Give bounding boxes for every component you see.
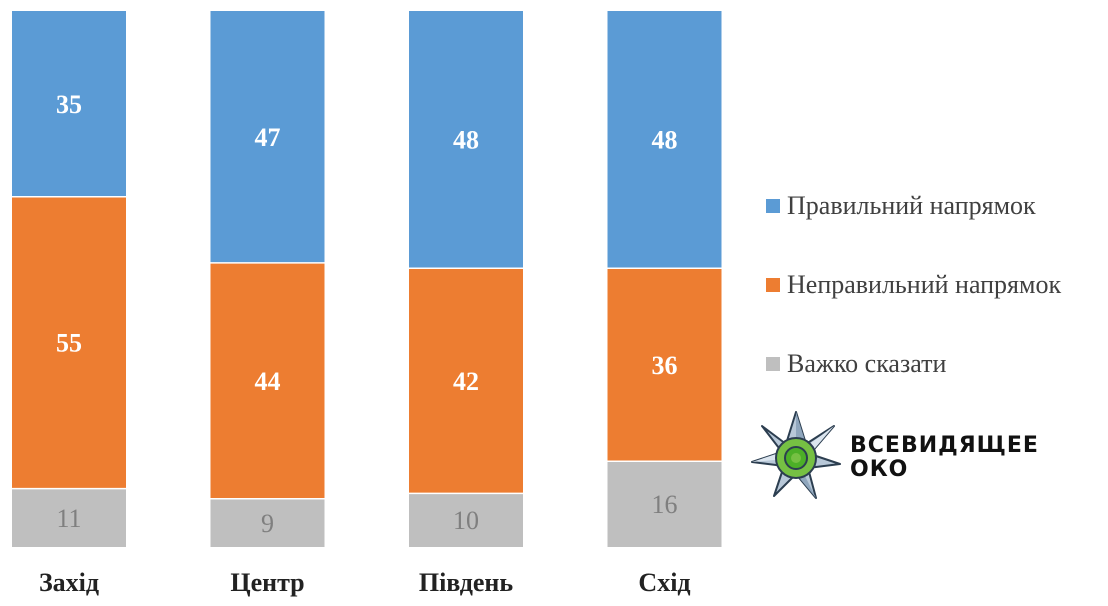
legend-item-right-direction: Правильний напрямок — [766, 186, 1061, 226]
logo-line-2: ОКО — [850, 457, 909, 482]
bar-segment — [409, 268, 523, 494]
data-label: 10 — [453, 506, 479, 535]
data-label: 42 — [453, 367, 479, 396]
data-label: 16 — [652, 490, 678, 519]
star-eye-icon — [751, 411, 841, 499]
legend-label: Важко сказати — [787, 349, 947, 378]
legend: Правильний напрямок Неправильний напрямо… — [766, 186, 1061, 423]
legend-label: Неправильний напрямок — [787, 270, 1062, 299]
bar-segment — [607, 268, 722, 462]
data-label: 48 — [453, 126, 479, 155]
bar-segment — [12, 488, 126, 547]
data-label: 48 — [652, 126, 678, 155]
data-label: 9 — [261, 509, 274, 538]
data-label: 36 — [652, 351, 678, 380]
data-label: 55 — [56, 329, 82, 358]
category-label: Центр — [230, 568, 304, 597]
data-label: 47 — [255, 123, 281, 152]
bar-segment — [607, 461, 722, 547]
bar-segment — [409, 493, 523, 547]
bar-segment — [210, 498, 325, 547]
category-label: Захід — [39, 568, 99, 597]
brand-logo: ВСЕВИДЯЩЕЕ ОКО — [748, 408, 1038, 504]
data-label: 44 — [255, 367, 281, 396]
category-label: Південь — [419, 568, 514, 597]
legend-item-wrong-direction: Неправильний напрямок — [766, 265, 1061, 305]
bar-segment — [12, 196, 126, 489]
legend-swatch — [766, 278, 780, 292]
bar-segment — [607, 11, 722, 269]
legend-label: Правильний напрямок — [787, 191, 1036, 220]
bar-segment — [210, 11, 325, 263]
category-label: Схід — [638, 568, 690, 597]
legend-swatch — [766, 199, 780, 213]
legend-item-hard-to-say: Важко сказати — [766, 344, 1061, 384]
bar-segment — [12, 11, 126, 197]
logo-line-1: ВСЕВИДЯЩЕЕ — [850, 433, 1039, 458]
data-label: 35 — [56, 90, 82, 119]
legend-swatch — [766, 357, 780, 371]
bar-segment — [409, 11, 523, 269]
bar-segment — [210, 262, 325, 499]
logo-text: ВСЕВИДЯЩЕЕ ОКО — [850, 434, 1039, 482]
data-label: 11 — [56, 504, 81, 533]
